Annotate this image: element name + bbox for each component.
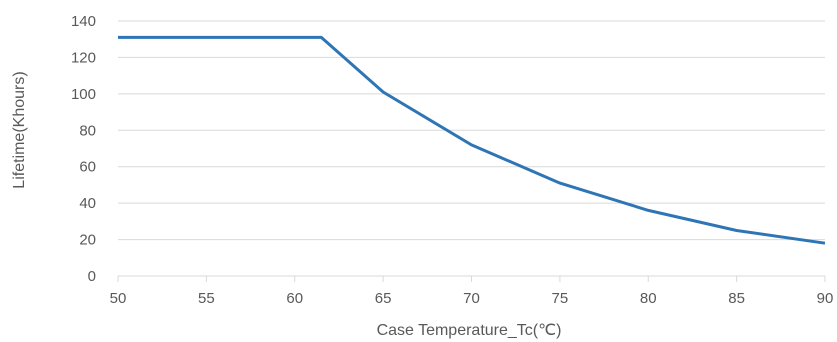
x-axis-title: Case Temperature_Tc(℃) xyxy=(377,322,562,339)
x-tick-label-60: 60 xyxy=(286,290,303,307)
y-tick-label-100: 100 xyxy=(71,86,96,103)
x-tick-label-70: 70 xyxy=(463,290,480,307)
axes xyxy=(117,276,826,282)
y-axis-title: Lifetime(Khours) xyxy=(11,71,28,188)
x-tick-label-80: 80 xyxy=(640,290,657,307)
x-tick-label-90: 90 xyxy=(817,290,834,307)
y-tick-label-60: 60 xyxy=(79,159,96,176)
y-tick-label-0: 0 xyxy=(88,268,96,285)
y-tick-label-140: 140 xyxy=(71,13,96,30)
x-tick-labels: 50 55 60 65 70 75 80 85 90 xyxy=(110,290,834,307)
x-tick-label-65: 65 xyxy=(375,290,392,307)
y-tick-label-20: 20 xyxy=(79,232,96,249)
series-line-0 xyxy=(118,35,826,245)
y-tick-label-40: 40 xyxy=(79,195,96,212)
y-tick-labels: 0 20 40 60 80 100 120 140 xyxy=(71,13,96,285)
x-tick-label-55: 55 xyxy=(198,290,215,307)
x-tick-label-75: 75 xyxy=(552,290,569,307)
x-tick-label-85: 85 xyxy=(728,290,745,307)
series-layer xyxy=(118,35,826,245)
y-tick-label-80: 80 xyxy=(79,122,96,139)
gridlines xyxy=(118,20,825,277)
x-tick-label-50: 50 xyxy=(110,290,127,307)
y-tick-label-120: 120 xyxy=(71,49,96,66)
